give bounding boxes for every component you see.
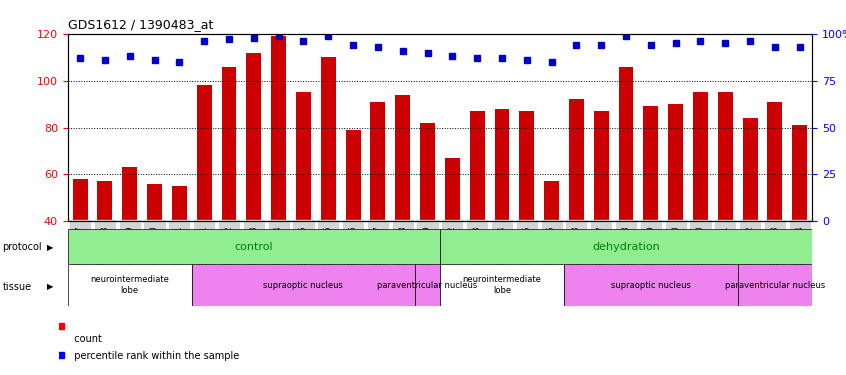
Bar: [296, 92, 310, 221]
Bar: [395, 95, 410, 221]
Bar: [544, 182, 559, 221]
Bar: [564, 264, 738, 306]
Bar: [495, 109, 509, 221]
Text: tissue: tissue: [3, 282, 31, 292]
Bar: [272, 36, 286, 221]
Text: dehydration: dehydration: [592, 242, 660, 252]
Bar: [246, 53, 261, 221]
Bar: [440, 229, 812, 264]
Bar: [222, 67, 236, 221]
Bar: [668, 104, 683, 221]
Text: control: control: [234, 242, 273, 252]
Bar: [68, 229, 440, 264]
Bar: [192, 264, 415, 306]
Bar: [172, 186, 187, 221]
Bar: [693, 92, 708, 221]
Text: ▶: ▶: [47, 282, 54, 291]
Bar: [618, 67, 634, 221]
Bar: [420, 123, 435, 221]
Text: paraventricular nucleus: paraventricular nucleus: [725, 280, 825, 290]
Bar: [738, 264, 812, 306]
Bar: [743, 118, 757, 221]
Text: protocol: protocol: [3, 243, 42, 252]
Bar: [371, 102, 385, 221]
Text: count: count: [68, 334, 102, 344]
Bar: [415, 264, 440, 306]
Text: supraoptic nucleus: supraoptic nucleus: [611, 280, 691, 290]
Bar: [793, 125, 807, 221]
Text: percentile rank within the sample: percentile rank within the sample: [68, 351, 239, 361]
Bar: [73, 179, 87, 221]
Bar: [445, 158, 459, 221]
Bar: [569, 99, 584, 221]
Bar: [519, 111, 534, 221]
Text: supraoptic nucleus: supraoptic nucleus: [263, 280, 343, 290]
Bar: [123, 167, 137, 221]
Bar: [470, 111, 485, 221]
Bar: [718, 92, 733, 221]
Text: neurointermediate
lobe: neurointermediate lobe: [463, 275, 541, 295]
Bar: [147, 184, 162, 221]
Bar: [197, 86, 212, 221]
Text: paraventricular nucleus: paraventricular nucleus: [377, 280, 478, 290]
Text: ▶: ▶: [47, 243, 54, 252]
Bar: [321, 57, 336, 221]
Bar: [767, 102, 783, 221]
Bar: [644, 106, 658, 221]
Text: neurointermediate
lobe: neurointermediate lobe: [91, 275, 169, 295]
Bar: [68, 264, 192, 306]
Text: GDS1612 / 1390483_at: GDS1612 / 1390483_at: [68, 18, 213, 31]
Bar: [97, 182, 113, 221]
Bar: [440, 264, 564, 306]
Bar: [346, 130, 360, 221]
Bar: [594, 111, 608, 221]
